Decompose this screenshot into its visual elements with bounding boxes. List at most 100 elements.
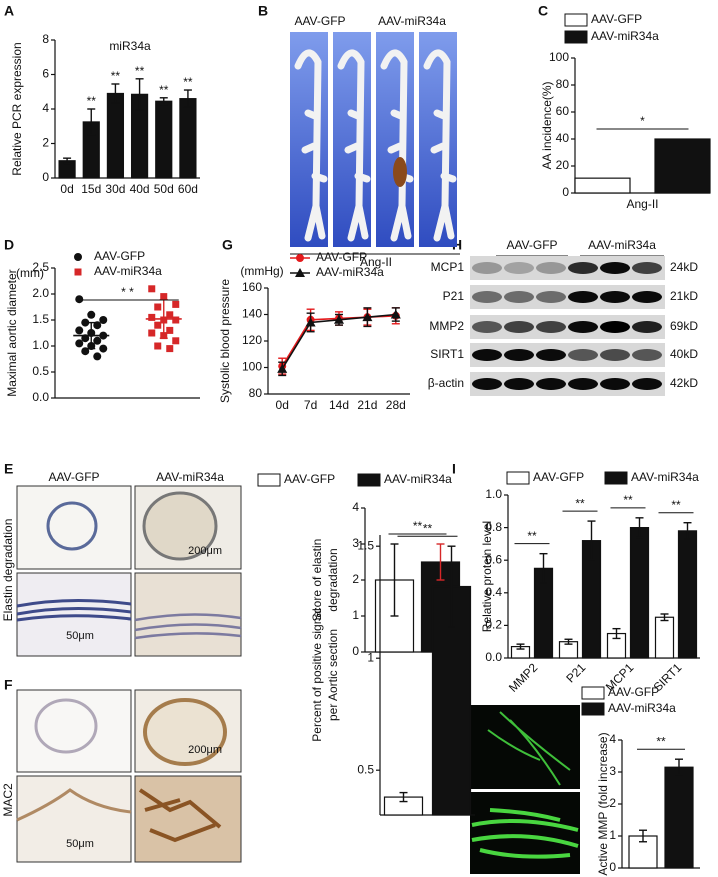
legend-label: AAV-miR34a	[384, 472, 452, 486]
blot-band	[632, 291, 662, 303]
y-tick-label: 160	[242, 280, 262, 294]
data-point	[334, 314, 344, 324]
y-tick-label: 0	[609, 860, 616, 874]
legend-label: AAV-GFP	[94, 249, 145, 263]
significance: **	[575, 496, 585, 510]
blot-band	[504, 262, 534, 274]
row-label: Elastin degradation	[1, 519, 15, 622]
size-label: 42kD	[670, 376, 698, 390]
significance: **	[183, 75, 193, 89]
x-tick-label: Ang-II	[626, 197, 658, 211]
y-tick-label: 0	[352, 644, 359, 658]
bar	[431, 585, 472, 816]
size-label: 21kD	[670, 289, 698, 303]
blot-band	[568, 349, 598, 361]
y-tick-label: 0.8	[485, 520, 502, 534]
x-tick-label: P21	[563, 660, 588, 685]
column-label: AAV-GFP	[48, 470, 99, 484]
group-label: AAV-GFP	[294, 14, 345, 28]
y-tick-label: 1.5	[32, 312, 49, 326]
significance: *	[640, 114, 645, 128]
y-tick-label: 0.2	[485, 618, 502, 632]
elastin-layers	[16, 598, 132, 622]
y-tick-label: 0	[562, 185, 569, 199]
panel-letter: A	[4, 3, 14, 19]
bar	[106, 92, 125, 179]
blot-band	[504, 378, 534, 390]
x-tick-label: 30d	[105, 182, 125, 196]
x-tick-label: 28d	[386, 398, 406, 412]
micrograph	[16, 485, 132, 570]
data-point	[154, 303, 162, 311]
data-point	[305, 317, 316, 327]
y-tick-label: 2	[42, 136, 49, 150]
elastin-layers	[134, 613, 242, 640]
significance: **	[671, 498, 681, 512]
data-point	[81, 318, 90, 327]
row-label: MAC2	[1, 783, 15, 817]
data-point	[99, 344, 108, 353]
y-axis-label: Relative protein level	[480, 521, 494, 632]
data-point	[160, 293, 168, 301]
y-axis-label: Systolic blood pressure	[218, 279, 232, 403]
panel-letter: F	[4, 677, 13, 693]
panel-letter: H	[452, 237, 462, 253]
y-tick-label: 0.4	[485, 585, 502, 599]
y-tick-label: 1.0	[485, 487, 502, 501]
x-tick-label: 14d	[329, 398, 349, 412]
data-point	[362, 312, 373, 322]
vessel-section	[142, 491, 218, 561]
y-unit: (mmHg)	[240, 264, 283, 278]
y-unit: (mm)	[16, 266, 44, 280]
legend-label: AAV-miR34a	[631, 470, 699, 484]
bar	[155, 100, 173, 179]
scale-bar-label: 200μm	[188, 545, 222, 557]
blot-band	[632, 378, 662, 390]
legend-label: AAV-GFP	[591, 12, 642, 26]
data-point	[148, 313, 156, 321]
legend-key	[295, 268, 305, 277]
panel-letter: C	[538, 3, 548, 19]
significance: **	[135, 64, 145, 78]
data-point	[172, 316, 180, 324]
significance: **	[87, 94, 97, 108]
significance: **	[413, 519, 423, 533]
y-axis-label: degradation	[326, 548, 340, 611]
x-tick-label: 50d	[154, 182, 174, 196]
legend-key	[564, 13, 588, 27]
fluorescence-image	[470, 792, 580, 874]
data-point	[390, 309, 401, 319]
legend-key	[581, 686, 605, 700]
blot-band	[536, 262, 566, 274]
legend-key	[357, 473, 381, 487]
bar	[654, 616, 675, 659]
blot-band	[472, 349, 502, 361]
legend-label: AAV-GFP	[608, 685, 659, 699]
significance: **	[423, 521, 433, 535]
blot-band	[600, 291, 630, 303]
y-axis-label: Maximal aortic diameter	[5, 269, 19, 396]
y-axis-label: Percent of positive signal	[310, 608, 324, 741]
data-point	[166, 311, 174, 319]
y-tick-label: 2.5	[32, 260, 49, 274]
blot-band	[568, 262, 598, 274]
data-point	[166, 345, 174, 353]
y-tick-label: 1.0	[32, 338, 49, 352]
legend-key	[74, 253, 82, 261]
y-tick-label: 4	[609, 732, 616, 746]
fluorescence	[471, 808, 579, 859]
panel-letter: D	[4, 237, 14, 253]
y-tick-label: 3	[609, 764, 616, 778]
group-label: AAV-miR34a	[378, 14, 446, 28]
blot-band	[600, 262, 630, 274]
legend-label: AAV-miR34a	[608, 701, 676, 715]
bar	[629, 526, 650, 659]
bar	[574, 177, 631, 194]
vessel-section	[46, 501, 98, 551]
blot	[470, 256, 665, 396]
data-point	[277, 363, 288, 373]
y-tick-label: 0.0	[485, 650, 502, 664]
data-point	[154, 342, 162, 350]
y-tick-label: 3	[352, 536, 359, 550]
